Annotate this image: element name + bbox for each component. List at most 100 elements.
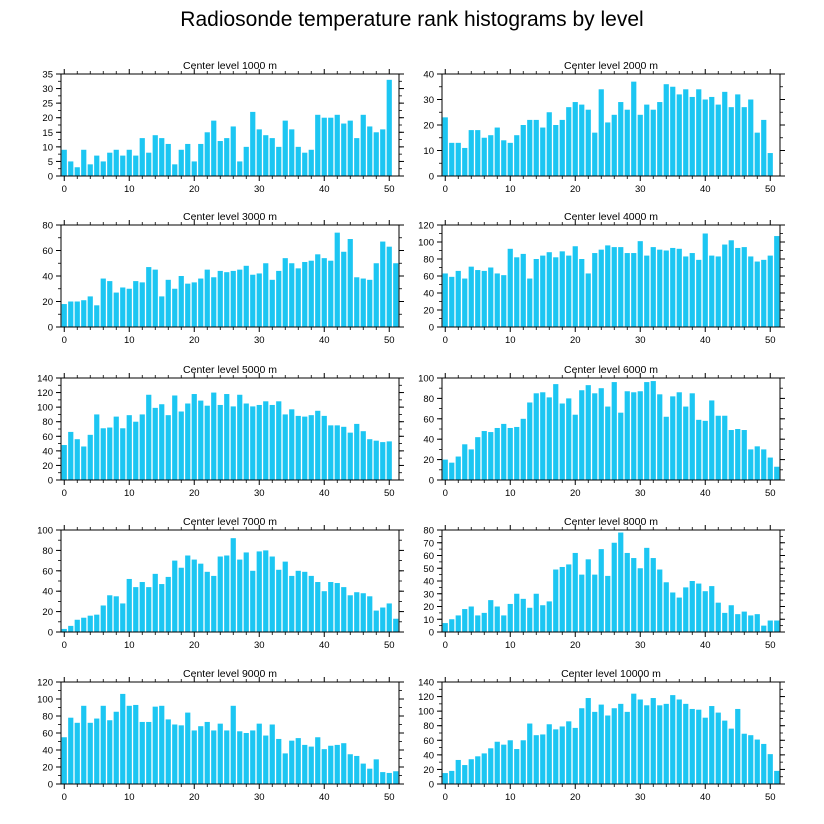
- bar: [501, 744, 507, 784]
- bar: [373, 610, 379, 632]
- bar: [754, 132, 760, 176]
- y-tick-label: 20: [42, 297, 53, 308]
- bar: [728, 107, 734, 176]
- bar: [347, 595, 353, 632]
- bar: [269, 404, 275, 480]
- x-tick-label: 40: [700, 792, 711, 803]
- bar: [126, 415, 132, 480]
- bar: [74, 167, 80, 176]
- bar: [386, 603, 392, 632]
- bar: [663, 250, 669, 327]
- x-tick-label: 0: [443, 640, 448, 651]
- bar: [211, 120, 217, 176]
- bar: [107, 427, 113, 480]
- x-tick-label: 50: [384, 792, 395, 803]
- x-tick-label: 10: [505, 488, 516, 499]
- bar: [237, 394, 243, 480]
- bar: [657, 102, 663, 176]
- bar: [373, 263, 379, 327]
- x-tick-label: 20: [189, 792, 200, 803]
- bar: [722, 91, 728, 176]
- bar: [533, 735, 539, 784]
- bar: [644, 547, 650, 632]
- bar: [618, 412, 624, 480]
- bar: [367, 596, 373, 632]
- bar: [120, 428, 126, 480]
- bar: [152, 269, 158, 328]
- y-tick-label: 100: [418, 707, 434, 718]
- bar: [761, 259, 767, 327]
- bar: [354, 423, 360, 480]
- bar: [559, 566, 565, 632]
- bar: [546, 112, 552, 176]
- y-tick-label: 100: [37, 695, 53, 706]
- x-tick-label: 10: [124, 488, 135, 499]
- bar: [442, 117, 448, 176]
- bar: [579, 574, 585, 633]
- y-tick-label: 0: [429, 628, 434, 639]
- bar: [250, 570, 256, 632]
- bar: [393, 771, 399, 784]
- bar: [449, 276, 455, 327]
- bar: [592, 253, 598, 327]
- bar: [211, 575, 217, 632]
- y-tick-label: 60: [42, 246, 53, 257]
- panel-10: Center level 10000 m 0 20 40 60 80 100 120 140 0 1…: [418, 668, 785, 803]
- bar: [611, 247, 617, 327]
- bar: [146, 587, 152, 632]
- bar: [527, 278, 533, 327]
- bar: [139, 721, 145, 784]
- bar: [308, 260, 314, 327]
- bar: [354, 755, 360, 784]
- bar: [100, 278, 106, 327]
- bar: [126, 578, 132, 632]
- bar: [178, 567, 184, 632]
- bar: [761, 743, 767, 784]
- bar: [442, 773, 448, 784]
- bar: [321, 591, 327, 632]
- bar: [520, 253, 526, 327]
- bar: [328, 260, 334, 327]
- bar: [585, 273, 591, 327]
- bar: [315, 254, 321, 327]
- bar: [256, 723, 262, 784]
- bar: [100, 428, 106, 480]
- y-tick-label: 80: [42, 712, 53, 723]
- bar: [715, 602, 721, 632]
- bar: [237, 269, 243, 328]
- bar: [230, 538, 236, 632]
- bar: [133, 587, 139, 632]
- bar: [624, 711, 630, 784]
- bar: [256, 273, 262, 327]
- bar: [455, 759, 461, 784]
- bar: [657, 249, 663, 327]
- bar: [347, 754, 353, 784]
- bar: [579, 104, 585, 176]
- bar: [217, 270, 223, 327]
- bar: [87, 434, 93, 480]
- y-tick-label: 120: [37, 388, 53, 399]
- bar: [152, 573, 158, 632]
- bar: [592, 711, 598, 784]
- bar: [520, 598, 526, 632]
- bar: [74, 722, 80, 784]
- bar: [68, 301, 74, 327]
- x-tick-label: 30: [635, 184, 646, 195]
- bar: [204, 405, 210, 480]
- bar: [722, 244, 728, 327]
- bar: [579, 390, 585, 480]
- bar: [501, 423, 507, 480]
- bar: [354, 138, 360, 176]
- y-tick-label: 140: [37, 374, 53, 385]
- y-tick-label: 0: [429, 172, 434, 183]
- bar: [68, 717, 74, 784]
- y-tick-label: 20: [42, 461, 53, 472]
- bar: [696, 419, 702, 480]
- bar: [367, 279, 373, 327]
- bar: [191, 394, 197, 480]
- bar: [347, 432, 353, 480]
- panel-2: Center level 2000 m 0 10 20 30 40 0 10 20 30 40 50: [423, 60, 785, 195]
- y-tick-label: 120: [418, 221, 434, 232]
- bar: [650, 247, 656, 327]
- bar: [295, 570, 301, 632]
